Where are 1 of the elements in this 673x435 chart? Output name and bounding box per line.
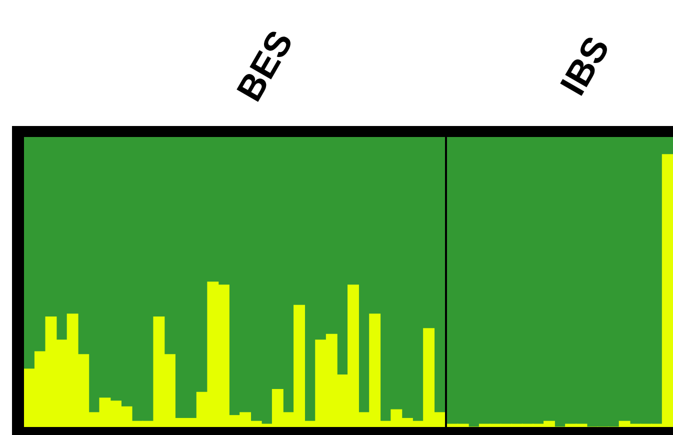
chart-title: IBS <box>552 30 618 102</box>
